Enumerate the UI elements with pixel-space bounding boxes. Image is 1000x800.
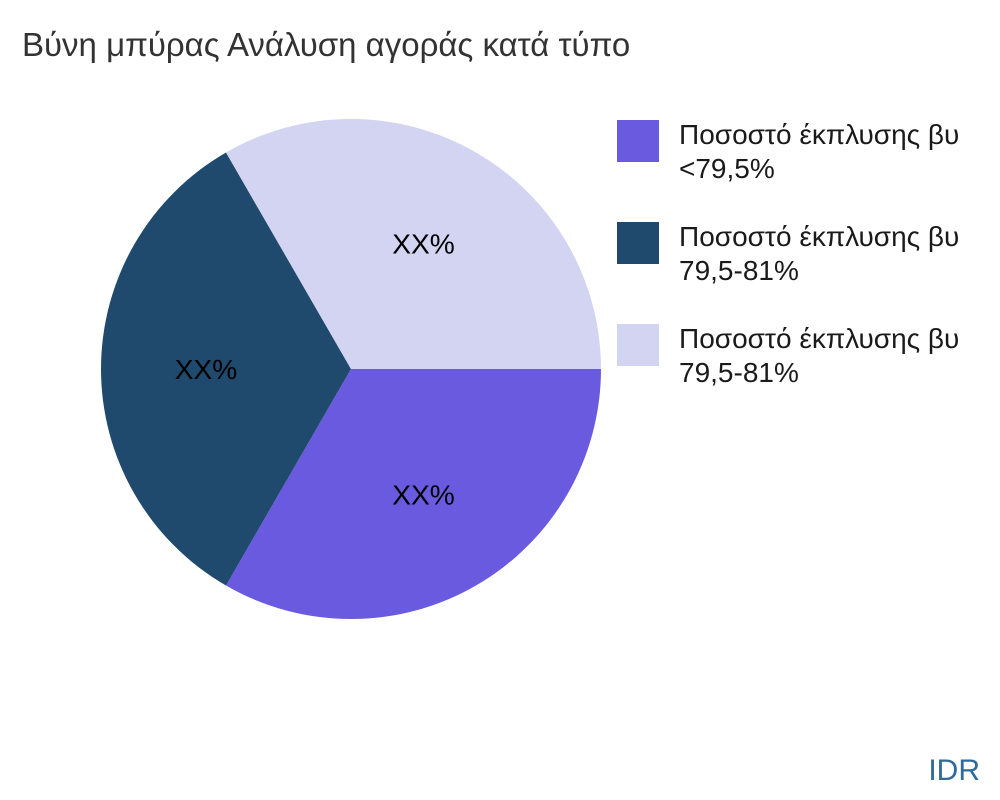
legend-item: Ποσοστό έκπλυσης βυ 79,5-81% (617, 322, 1000, 390)
legend-label: Ποσοστό έκπλυσης βυ <79,5% (679, 118, 959, 186)
pie-slice-1 (101, 152, 351, 586)
pie-slice-data-label-0: XX% (392, 480, 455, 511)
legend-label-line2: <79,5% (679, 153, 775, 184)
legend-label: Ποσοστό έκπλυσης βυ 79,5-81% (679, 220, 959, 288)
legend-swatch-lavender (617, 324, 659, 366)
pie-slice-data-label-1: XX% (175, 354, 238, 385)
legend-label-line1: Ποσοστό έκπλυσης βυ (679, 221, 960, 252)
legend-item: Ποσοστό έκπλυσης βυ <79,5% (617, 118, 1000, 186)
chart-title: Βύνη μπύρας Ανάλυση αγοράς κατά τύπο (22, 26, 631, 63)
legend-swatch-darkblue (617, 222, 659, 264)
pie-chart-svg: XX% XX% XX% (101, 119, 601, 619)
watermark-idr: IDR (928, 754, 980, 787)
legend-label-line2: 79,5-81% (679, 357, 799, 388)
pie-chart: XX% XX% XX% (100, 118, 602, 620)
legend-swatch-purple (617, 120, 659, 162)
legend-item: Ποσοστό έκπλυσης βυ 79,5-81% (617, 220, 1000, 288)
pie-slice-data-label-2: XX% (392, 228, 455, 259)
legend-label-line2: 79,5-81% (679, 255, 799, 286)
legend-label-line1: Ποσοστό έκπλυσης βυ (679, 119, 960, 150)
legend-label-line1: Ποσοστό έκπλυσης βυ (679, 323, 960, 354)
pie-slice-0 (226, 369, 601, 619)
pie-slice-2 (226, 119, 601, 369)
legend: Ποσοστό έκπλυσης βυ <79,5% Ποσοστό έκπλυ… (617, 118, 1000, 424)
legend-label: Ποσοστό έκπλυσης βυ 79,5-81% (679, 322, 959, 390)
